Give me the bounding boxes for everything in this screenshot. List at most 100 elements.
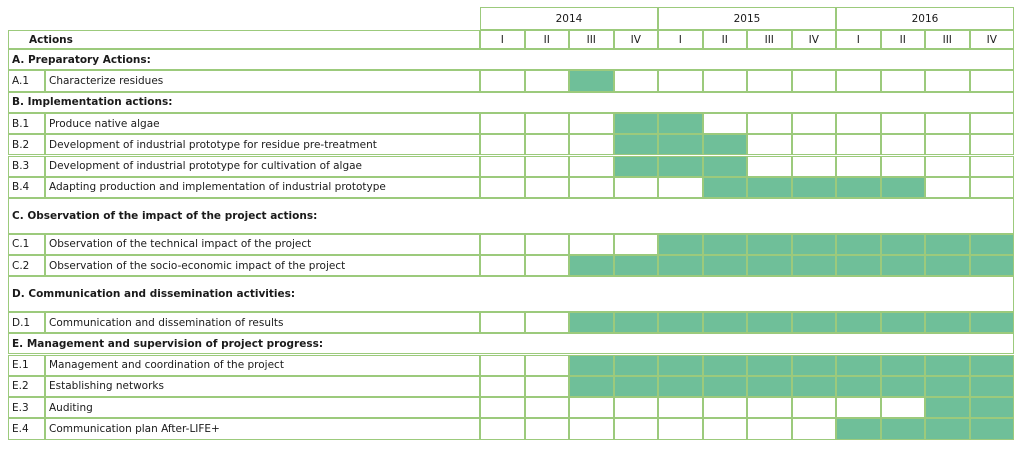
schedule-bar-cell — [880, 255, 925, 277]
schedule-empty-cell — [569, 418, 614, 440]
schedule-bar-cell — [702, 134, 747, 156]
schedule-empty-cell — [613, 70, 658, 92]
schedule-empty-cell — [880, 112, 925, 135]
schedule-empty-cell — [524, 112, 569, 135]
task-id-cell: B.4 — [8, 176, 45, 199]
quarter-header-cell: III — [569, 30, 614, 49]
schedule-bar-cell — [613, 255, 658, 277]
task-label: Auditing — [49, 401, 93, 414]
schedule-empty-cell — [524, 397, 569, 419]
schedule-bar-cell — [702, 311, 747, 334]
quarter-header-cell: II — [702, 30, 747, 49]
task-label: Management and coordination of the proje… — [49, 358, 284, 371]
quarter-label: IV — [986, 33, 997, 46]
schedule-bar-cell — [969, 255, 1014, 277]
year-label: 2015 — [733, 12, 761, 25]
schedule-bar-cell — [969, 375, 1014, 398]
schedule-empty-cell — [480, 397, 525, 419]
quarter-header-cell: II — [880, 30, 925, 49]
schedule-bar-cell — [791, 233, 836, 255]
quarter-label: II — [899, 33, 906, 46]
schedule-empty-cell — [480, 70, 525, 92]
schedule-bar-cell — [613, 112, 658, 135]
schedule-bar-cell — [658, 134, 703, 156]
schedule-empty-cell — [880, 134, 925, 156]
task-label-cell: Characterize residues — [45, 70, 480, 92]
schedule-bar-cell — [791, 354, 836, 376]
quarter-header-cell: I — [658, 30, 703, 49]
schedule-empty-cell — [836, 70, 881, 92]
schedule-empty-cell — [569, 112, 614, 135]
task-id-cell: D.1 — [8, 311, 45, 334]
section-title: A. Preparatory Actions: — [12, 53, 151, 66]
schedule-bar-cell — [925, 311, 970, 334]
schedule-empty-cell — [480, 255, 525, 277]
quarter-header-cell: IV — [969, 30, 1014, 49]
year-header-cell: 2014 — [480, 7, 658, 30]
schedule-empty-cell — [480, 311, 525, 334]
schedule-bar-cell — [702, 255, 747, 277]
task-id-cell: C.1 — [8, 233, 45, 255]
schedule-bar-cell — [925, 418, 970, 440]
schedule-empty-cell — [524, 134, 569, 156]
schedule-bar-cell — [836, 255, 881, 277]
schedule-bar-cell — [836, 311, 881, 334]
schedule-empty-cell — [658, 176, 703, 199]
year-header-cell: 2015 — [658, 7, 836, 30]
schedule-empty-cell — [747, 418, 792, 440]
year-header-cell: 2016 — [836, 7, 1014, 30]
task-id: A.1 — [12, 74, 30, 87]
schedule-empty-cell — [524, 70, 569, 92]
schedule-empty-cell — [702, 418, 747, 440]
quarter-label: III — [942, 33, 952, 46]
schedule-empty-cell — [658, 70, 703, 92]
task-label-cell: Development of industrial prototype for … — [45, 134, 480, 156]
schedule-bar-cell — [836, 176, 881, 199]
schedule-empty-cell — [925, 176, 970, 199]
task-id: B.2 — [12, 138, 30, 151]
task-id-cell: B.1 — [8, 112, 45, 135]
quarter-label: III — [586, 33, 596, 46]
actions-header-label: Actions — [29, 33, 73, 46]
schedule-bar-cell — [702, 354, 747, 376]
schedule-empty-cell — [480, 134, 525, 156]
quarter-label: I — [678, 33, 682, 46]
schedule-empty-cell — [969, 112, 1014, 135]
section-title: B. Implementation actions: — [12, 95, 173, 108]
schedule-bar-cell — [569, 255, 614, 277]
schedule-empty-cell — [480, 112, 525, 135]
section-header-row: E. Management and supervision of project… — [8, 333, 1014, 355]
section-title: C. Observation of the impact of the proj… — [12, 209, 318, 222]
schedule-empty-cell — [925, 112, 970, 135]
schedule-empty-cell — [613, 176, 658, 199]
schedule-empty-cell — [569, 134, 614, 156]
schedule-bar-cell — [702, 155, 747, 177]
schedule-empty-cell — [925, 155, 970, 177]
task-label-cell: Communication and dissemination of resul… — [45, 311, 480, 334]
schedule-bar-cell — [747, 176, 792, 199]
schedule-empty-cell — [836, 112, 881, 135]
schedule-bar-cell — [969, 397, 1014, 419]
task-id: E.3 — [12, 401, 29, 414]
schedule-empty-cell — [480, 375, 525, 398]
quarter-header-cell: I — [836, 30, 881, 49]
schedule-bar-cell — [747, 354, 792, 376]
schedule-bar-cell — [569, 311, 614, 334]
quarter-header-cell: IV — [791, 30, 836, 49]
quarter-label: II — [721, 33, 728, 46]
schedule-empty-cell — [480, 176, 525, 199]
schedule-empty-cell — [969, 134, 1014, 156]
schedule-empty-cell — [836, 155, 881, 177]
quarter-header-cell: III — [925, 30, 970, 49]
schedule-empty-cell — [524, 418, 569, 440]
schedule-empty-cell — [524, 233, 569, 255]
task-label-cell: Adapting production and implementation o… — [45, 176, 480, 199]
schedule-bar-cell — [836, 375, 881, 398]
task-id-cell: E.3 — [8, 397, 45, 419]
schedule-bar-cell — [658, 233, 703, 255]
task-label-cell: Observation of the socio-economic impact… — [45, 255, 480, 277]
schedule-bar-cell — [569, 70, 614, 92]
quarter-label: III — [764, 33, 774, 46]
section-title: E. Management and supervision of project… — [12, 337, 324, 350]
section-header-row: A. Preparatory Actions: — [8, 49, 1014, 71]
